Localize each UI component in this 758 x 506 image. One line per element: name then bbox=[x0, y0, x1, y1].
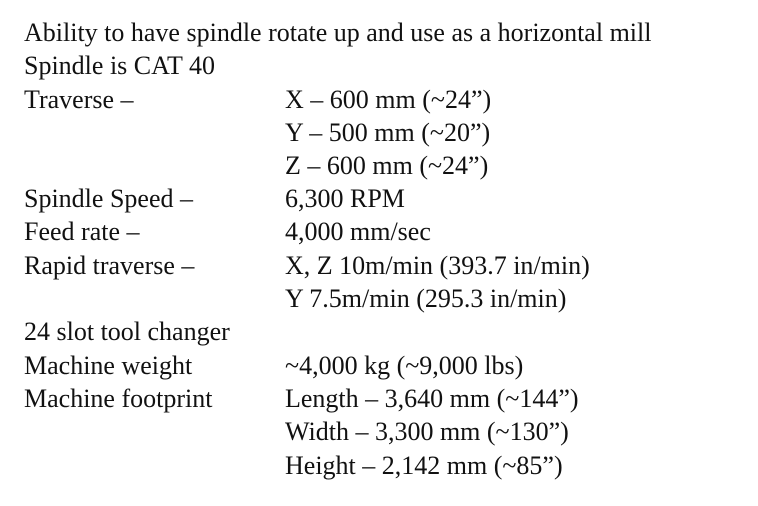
spec-value: Length – 3,640 mm (~144”) bbox=[285, 384, 579, 413]
spec-label: Ability to have spindle rotate up and us… bbox=[24, 18, 652, 47]
spec-value: Y 7.5m/min (295.3 in/min) bbox=[285, 284, 567, 313]
spec-label: Spindle is CAT 40 bbox=[24, 51, 215, 80]
spec-value: Y – 500 mm (~20”) bbox=[285, 118, 491, 147]
spec-value: Width – 3,300 mm (~130”) bbox=[285, 417, 569, 446]
spec-value: 4,000 mm/sec bbox=[285, 217, 431, 246]
spec-label: Rapid traverse – bbox=[24, 251, 195, 280]
spec-label: Machine weight bbox=[24, 351, 193, 380]
spec-label: Machine footprint bbox=[24, 384, 213, 413]
spec-label: Spindle Speed – bbox=[24, 184, 193, 213]
spec-value: 6,300 RPM bbox=[285, 184, 405, 213]
spec-value: ~4,000 kg (~9,000 lbs) bbox=[285, 351, 524, 380]
spec-label: 24 slot tool changer bbox=[24, 317, 230, 346]
spec-value: X, Z 10m/min (393.7 in/min) bbox=[285, 251, 590, 280]
spec-value: Height – 2,142 mm (~85”) bbox=[285, 451, 563, 480]
spec-value: Z – 600 mm (~24”) bbox=[285, 151, 489, 180]
spec-label: Feed rate – bbox=[24, 217, 140, 246]
spec-label: Traverse – bbox=[24, 85, 134, 114]
spec-value: X – 600 mm (~24”) bbox=[285, 85, 492, 114]
